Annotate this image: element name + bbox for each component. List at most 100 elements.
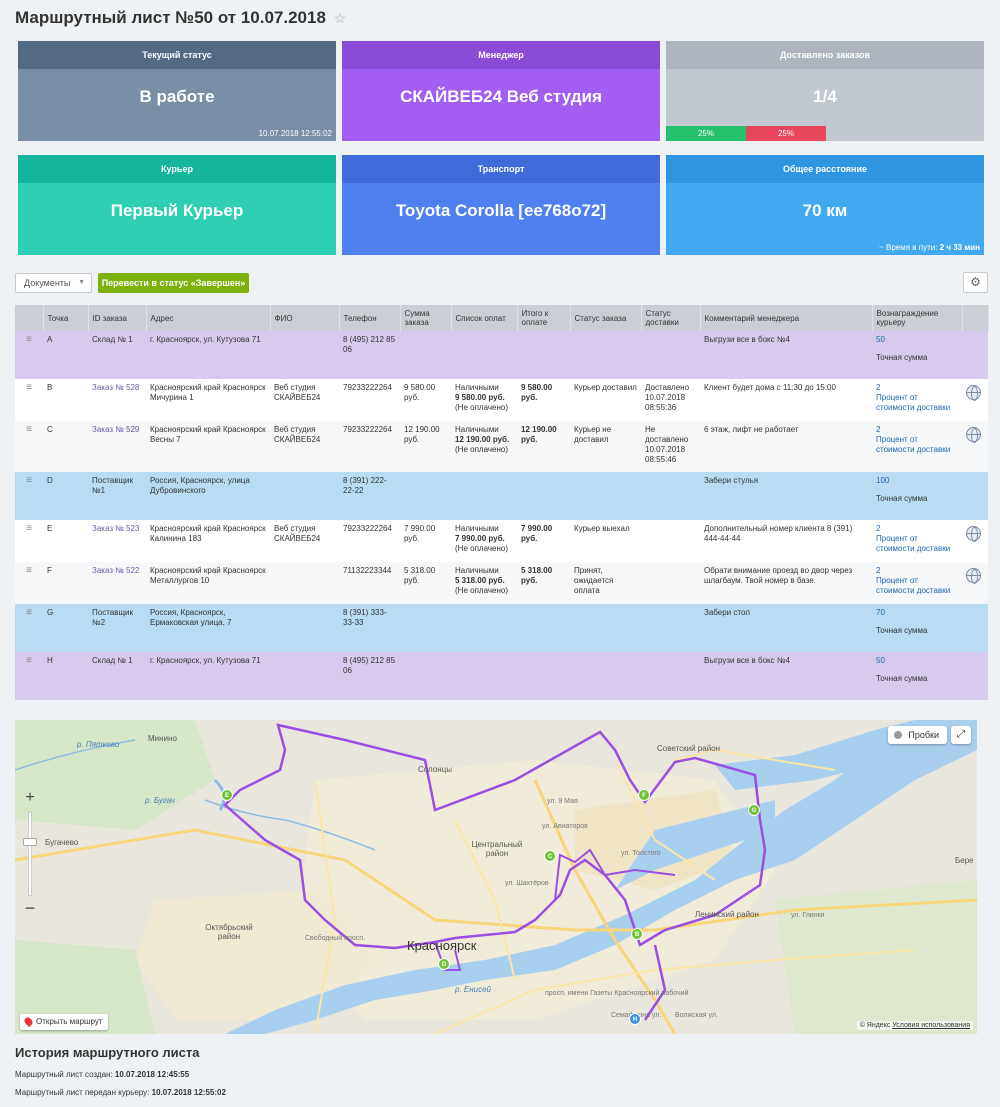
table-row[interactable]: ≡ C Заказ № 529 Красноярский край Красно… xyxy=(15,421,988,472)
documents-button[interactable]: Документы ▼ xyxy=(15,273,92,293)
star-icon[interactable]: ☆ xyxy=(333,9,347,26)
table-row[interactable]: ≡ B Заказ № 528 Красноярский край Красно… xyxy=(15,379,988,421)
order-link[interactable]: Заказ № 523 xyxy=(92,524,140,533)
terms-link[interactable]: Условия использования xyxy=(892,1022,970,1029)
map-marker-c[interactable]: C xyxy=(544,850,556,862)
zoom-slider-handle[interactable] xyxy=(23,838,37,846)
toolbar: Документы ▼ Перевести в статус «Завершен… xyxy=(15,272,988,293)
table-row[interactable]: ≡ G Поставщик №2 Россия, Красноярск, Ерм… xyxy=(15,604,988,652)
route-map[interactable]: Минино Солонцы Советский район Бугачево … xyxy=(15,720,977,1034)
distance-tile-label: Общее расстояние xyxy=(666,155,984,183)
table-row[interactable]: ≡ E Заказ № 523 Красноярский край Красно… xyxy=(15,520,988,562)
globe-icon[interactable] xyxy=(966,427,981,443)
table-row[interactable]: ≡ F Заказ № 522 Красноярский край Красно… xyxy=(15,562,988,604)
col-payments[interactable]: Список оплат xyxy=(451,305,518,331)
col-comment[interactable]: Комментарий менеджера xyxy=(700,305,873,331)
payments-cell: Наличными 7 990.00 руб. (Не оплачено) xyxy=(451,520,517,562)
pay-status: (Не оплачено) xyxy=(455,445,508,454)
order-link[interactable]: Заказ № 528 xyxy=(92,383,140,392)
actions-cell xyxy=(962,331,988,379)
drag-handle-icon[interactable]: ≡ xyxy=(15,421,43,472)
map-marker-h[interactable]: H xyxy=(629,1013,641,1025)
complete-status-button[interactable]: Перевести в статус «Завершен» xyxy=(98,273,249,293)
sum-cell xyxy=(400,604,451,652)
col-order-status[interactable]: Статус заказа xyxy=(570,305,642,331)
open-route-button[interactable]: Открыть маршрут xyxy=(20,1014,109,1030)
map-marker-d[interactable]: D xyxy=(438,958,450,970)
reward-value[interactable]: 50 xyxy=(876,335,885,344)
comment-cell: Забери стулья xyxy=(700,472,872,520)
name-cell xyxy=(270,604,339,652)
zoom-in-button[interactable]: + xyxy=(25,789,35,806)
map-label-svobodny: Свободный просп. xyxy=(305,935,365,942)
map-marker-b[interactable]: B xyxy=(631,928,643,940)
reward-cell: 50 Точная сумма xyxy=(872,331,962,379)
col-name[interactable]: ФИО xyxy=(270,305,340,331)
order-status-cell: Курьер выехал xyxy=(570,520,641,562)
col-delivery-status[interactable]: Статус доставки xyxy=(641,305,701,331)
drag-handle-icon[interactable]: ≡ xyxy=(15,331,43,379)
drag-handle-icon[interactable]: ≡ xyxy=(15,562,43,604)
map-label-gazety: просп. имени Газеты Красноярский рабочий xyxy=(545,990,689,997)
reward-type[interactable]: Процент от стоимости доставки xyxy=(876,435,951,454)
globe-icon[interactable] xyxy=(966,568,981,584)
gear-icon[interactable]: ⚙ xyxy=(963,272,988,293)
address-cell: г. Красноярск, ул. Кутузова 71 xyxy=(146,331,270,379)
drag-handle-icon[interactable]: ≡ xyxy=(15,472,43,520)
reward-value[interactable]: 50 xyxy=(876,656,885,665)
total-cell xyxy=(517,652,570,700)
order-link[interactable]: Заказ № 522 xyxy=(92,566,140,575)
table-row[interactable]: ≡ A Склад № 1 г. Красноярск, ул. Кутузов… xyxy=(15,331,988,379)
distance-tile-value: 70 км xyxy=(802,201,848,220)
col-reward[interactable]: Вознаграждение курьеру xyxy=(872,305,963,331)
pay-method: Наличными xyxy=(455,425,499,434)
col-sum[interactable]: Сумма заказа xyxy=(400,305,452,331)
reward-value[interactable]: 2 xyxy=(876,383,881,392)
reward-type[interactable]: Процент от стоимости доставки xyxy=(876,534,951,553)
drag-handle-icon[interactable]: ≡ xyxy=(15,520,43,562)
reward-value[interactable]: 2 xyxy=(876,425,881,434)
drag-handle-icon[interactable]: ≡ xyxy=(15,379,43,421)
order-status-cell xyxy=(570,652,641,700)
reward-type[interactable]: Процент от стоимости доставки xyxy=(876,576,951,595)
drag-handle-icon[interactable]: ≡ xyxy=(15,652,43,700)
globe-icon[interactable] xyxy=(966,385,981,401)
name-cell xyxy=(270,331,339,379)
map-marker-f[interactable]: F xyxy=(638,789,650,801)
table-header-row: Точка ID заказа Адрес ФИО Телефон Сумма … xyxy=(15,305,989,331)
drag-handle-icon[interactable]: ≡ xyxy=(15,604,43,652)
reward-value[interactable]: 70 xyxy=(876,608,885,617)
payments-cell xyxy=(451,604,517,652)
order-cell: Заказ № 528 xyxy=(88,379,146,421)
documents-button-label: Документы xyxy=(24,278,71,288)
point-cell: E xyxy=(43,520,88,562)
col-address[interactable]: Адрес xyxy=(146,305,271,331)
actions-cell xyxy=(962,421,988,472)
order-status-cell xyxy=(570,331,641,379)
zoom-slider-track[interactable] xyxy=(28,812,32,896)
fullscreen-icon[interactable]: ⤢ xyxy=(951,726,971,744)
phone-cell: 79233222264 xyxy=(339,379,400,421)
reward-value[interactable]: 2 xyxy=(876,566,881,575)
globe-icon[interactable] xyxy=(966,526,981,542)
zoom-out-button[interactable]: − xyxy=(24,898,36,918)
reward-value[interactable]: 100 xyxy=(876,476,890,485)
order-cell: Заказ № 522 xyxy=(88,562,146,604)
map-label-sovetsky: Советский район xyxy=(657,744,721,753)
order-link[interactable]: Заказ № 529 xyxy=(92,425,140,434)
reward-type[interactable]: Процент от стоимости доставки xyxy=(876,393,951,412)
col-point[interactable]: Точка xyxy=(43,305,89,331)
col-total[interactable]: Итого к оплате xyxy=(517,305,571,331)
col-order-id[interactable]: ID заказа xyxy=(88,305,147,331)
table-row[interactable]: ≡ D Поставщик №1 Россия, Красноярск, ули… xyxy=(15,472,988,520)
pay-amount: 5 318.00 руб. xyxy=(455,576,505,585)
reward-value[interactable]: 2 xyxy=(876,524,881,533)
traffic-button[interactable]: Пробки xyxy=(888,726,947,744)
col-phone[interactable]: Телефон xyxy=(339,305,401,331)
map-marker-g[interactable]: G xyxy=(748,804,760,816)
table-row[interactable]: ≡ H Склад № 1 г. Красноярск, ул. Кутузов… xyxy=(15,652,988,700)
name-cell: Веб студия СКАЙВЕБ24 xyxy=(270,379,339,421)
payments-cell: Наличными 9 580.00 руб. (Не оплачено) xyxy=(451,379,517,421)
order-status-cell: Принят, ожидается оплата xyxy=(570,562,641,604)
map-marker-e[interactable]: E xyxy=(221,789,233,801)
